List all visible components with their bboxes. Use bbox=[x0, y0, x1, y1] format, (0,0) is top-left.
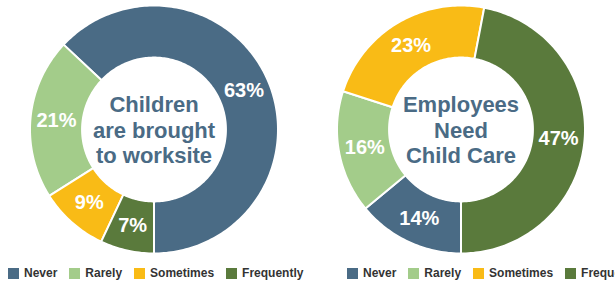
html-text:Sometimes: Sometimes bbox=[489, 266, 554, 280]
svg-text:7%: 7% bbox=[118, 214, 147, 236]
svg-text:21%: 21% bbox=[36, 109, 76, 131]
svg-text:16%: 16% bbox=[345, 136, 385, 158]
html-text:Frequently: Frequently bbox=[242, 266, 304, 280]
svg-text:63%: 63% bbox=[224, 79, 264, 101]
html-text:Rarely: Rarely bbox=[85, 266, 123, 280]
html-text:Rarely: Rarely bbox=[424, 266, 462, 280]
svg-text:EmployeesNeedChild Care: EmployeesNeedChild Care bbox=[403, 92, 519, 168]
html-text:Sometimes: Sometimes bbox=[150, 266, 215, 280]
svg-text:23%: 23% bbox=[391, 34, 431, 56]
svg-text:9%: 9% bbox=[75, 191, 104, 213]
html-text:Never: Never bbox=[363, 266, 397, 280]
svg-text:47%: 47% bbox=[539, 127, 579, 149]
svg-text:Childrenare broughtto worksite: Childrenare broughtto worksite bbox=[93, 92, 216, 168]
svg-text:14%: 14% bbox=[399, 207, 439, 229]
html-text:Never: Never bbox=[24, 266, 58, 280]
